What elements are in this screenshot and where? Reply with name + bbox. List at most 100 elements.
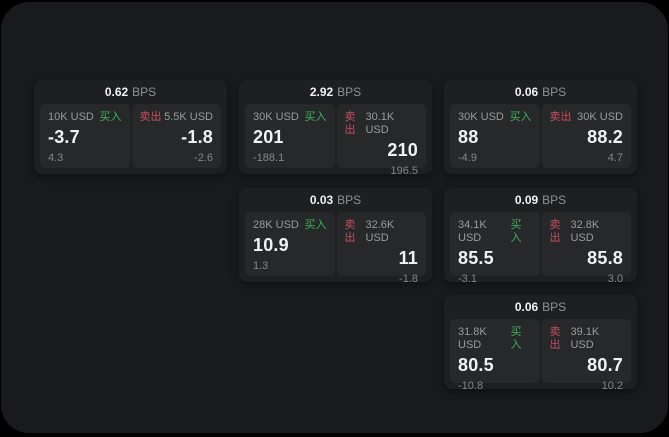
buy-label: 买入 bbox=[510, 219, 522, 244]
buy-price: 10.9 bbox=[253, 235, 289, 255]
buy-sell-panels: 30K USD 买入 201 -188.1 卖出 30.1K USD 210 1… bbox=[239, 104, 432, 177]
sell-panel[interactable]: 卖出 30.1K USD 210 196.5 bbox=[336, 104, 426, 177]
buy-sell-panels: 30K USD 买入 88 -4.9 卖出 30K USD 88.2 4.7 bbox=[444, 104, 637, 168]
sell-label: 卖出 bbox=[344, 111, 356, 136]
sell-sub-value: 10.2 bbox=[601, 380, 623, 392]
buy-sell-panels: 34.1K USD 买入 85.5 -3.1 卖出 32.8K USD 85.8… bbox=[444, 212, 637, 285]
bps-card-2: 2.92 BPS 30K USD 买入 201 -188.1 卖出 30.1K … bbox=[239, 80, 432, 177]
sell-panel-top: 卖出 30.1K USD bbox=[345, 111, 419, 137]
sell-price: 80.7 bbox=[587, 355, 623, 375]
card-header: 0.06 BPS bbox=[444, 80, 637, 104]
sell-price: 210 bbox=[387, 140, 418, 160]
bps-card-5: 0.09 BPS 34.1K USD 买入 85.5 -3.1 卖出 32.8K… bbox=[444, 188, 637, 285]
buy-panel-top: 28K USD 买入 bbox=[253, 219, 327, 232]
buy-panel-top: 34.1K USD 买入 bbox=[458, 219, 532, 245]
buy-sub-value: 4.3 bbox=[48, 152, 64, 164]
buy-sub-value: -188.1 bbox=[253, 152, 285, 164]
bps-value: 0.09 bbox=[514, 193, 539, 207]
buy-amount: 10K USD bbox=[48, 111, 94, 123]
sell-amount: 32.8K USD bbox=[570, 219, 600, 244]
sell-price: 85.8 bbox=[587, 248, 623, 268]
buy-panel[interactable]: 30K USD 买入 201 -188.1 bbox=[245, 104, 335, 168]
bps-value: 0.03 bbox=[309, 193, 334, 207]
sell-panel-top: 卖出 39.1K USD bbox=[550, 326, 624, 352]
buy-label: 买入 bbox=[99, 111, 122, 123]
buy-sell-panels: 31.8K USD 买入 80.5 -10.8 卖出 39.1K USD 80.… bbox=[444, 319, 637, 392]
sell-panel[interactable]: 卖出 32.6K USD 11 -1.8 bbox=[336, 212, 426, 285]
buy-price: 88 bbox=[458, 127, 479, 147]
sell-amount: 32.6K USD bbox=[365, 219, 395, 244]
sell-price: 88.2 bbox=[587, 127, 623, 147]
sell-sub-value: -2.6 bbox=[194, 152, 213, 164]
buy-sub-value: -10.8 bbox=[458, 380, 484, 392]
sell-price: -1.8 bbox=[181, 127, 213, 147]
card-header: 0.09 BPS bbox=[444, 188, 637, 212]
buy-panel[interactable]: 31.8K USD 买入 80.5 -10.8 bbox=[450, 319, 540, 392]
buy-sub-value: 1.3 bbox=[253, 260, 269, 272]
sell-amount: 30.1K USD bbox=[365, 111, 395, 136]
sell-panel-top: 卖出 32.8K USD bbox=[550, 219, 624, 245]
bps-unit: BPS bbox=[542, 300, 567, 314]
card-header: 2.92 BPS bbox=[239, 80, 432, 104]
sell-price: 11 bbox=[398, 248, 418, 268]
bps-value: 2.92 bbox=[309, 85, 334, 99]
buy-amount: 30K USD bbox=[253, 111, 299, 123]
sell-panel-top: 卖出 30K USD bbox=[550, 111, 624, 124]
buy-label: 买入 bbox=[510, 326, 522, 351]
buy-label: 买入 bbox=[304, 111, 327, 123]
buy-sub-value: -4.9 bbox=[458, 152, 477, 164]
sell-panel[interactable]: 卖出 32.8K USD 85.8 3.0 bbox=[541, 212, 631, 285]
buy-panel[interactable]: 28K USD 买入 10.9 1.3 bbox=[245, 212, 335, 276]
card-header: 0.03 BPS bbox=[239, 188, 432, 212]
buy-price: 201 bbox=[253, 127, 284, 147]
buy-amount: 34.1K USD bbox=[458, 219, 487, 244]
buy-label: 买入 bbox=[509, 111, 532, 123]
bps-unit: BPS bbox=[542, 85, 567, 99]
buy-amount: 30K USD bbox=[458, 111, 504, 123]
card-header: 0.62 BPS bbox=[34, 80, 227, 104]
sell-sub-value: 3.0 bbox=[607, 273, 623, 285]
sell-panel[interactable]: 卖出 39.1K USD 80.7 10.2 bbox=[541, 319, 631, 392]
buy-price: -3.7 bbox=[48, 127, 80, 147]
sell-panel-top: 卖出 5.5K USD bbox=[140, 111, 214, 124]
buy-sub-value: -3.1 bbox=[458, 273, 477, 285]
buy-panel-top: 30K USD 买入 bbox=[458, 111, 532, 124]
sell-label: 卖出 bbox=[139, 111, 162, 123]
bps-value: 0.06 bbox=[514, 300, 539, 314]
bps-unit: BPS bbox=[337, 193, 362, 207]
bps-unit: BPS bbox=[132, 85, 157, 99]
buy-sell-panels: 28K USD 买入 10.9 1.3 卖出 32.6K USD 11 -1.8 bbox=[239, 212, 432, 285]
bps-card-3: 0.06 BPS 30K USD 买入 88 -4.9 卖出 30K USD 8… bbox=[444, 80, 637, 174]
sell-amount: 5.5K USD bbox=[164, 111, 213, 123]
sell-amount: 39.1K USD bbox=[570, 326, 600, 351]
sell-label: 卖出 bbox=[549, 326, 561, 351]
buy-panel-top: 30K USD 买入 bbox=[253, 111, 327, 124]
buy-price: 85.5 bbox=[458, 248, 494, 268]
bps-unit: BPS bbox=[542, 193, 567, 207]
buy-panel[interactable]: 10K USD 买入 -3.7 4.3 bbox=[40, 104, 130, 168]
bps-card-1: 0.62 BPS 10K USD 买入 -3.7 4.3 卖出 5.5K USD… bbox=[34, 80, 227, 174]
sell-label: 卖出 bbox=[344, 219, 356, 244]
bps-card-6: 0.06 BPS 31.8K USD 买入 80.5 -10.8 卖出 39.1… bbox=[444, 295, 637, 392]
buy-label: 买入 bbox=[304, 219, 327, 231]
buy-panel-top: 31.8K USD 买入 bbox=[458, 326, 532, 352]
bps-value: 0.62 bbox=[104, 85, 129, 99]
sell-sub-value: -1.8 bbox=[399, 273, 418, 285]
bps-card-4: 0.03 BPS 28K USD 买入 10.9 1.3 卖出 32.6K US… bbox=[239, 188, 432, 285]
buy-panel[interactable]: 34.1K USD 买入 85.5 -3.1 bbox=[450, 212, 540, 285]
bps-unit: BPS bbox=[337, 85, 362, 99]
buy-amount: 28K USD bbox=[253, 219, 299, 231]
sell-panel-top: 卖出 32.6K USD bbox=[345, 219, 419, 245]
card-header: 0.06 BPS bbox=[444, 295, 637, 319]
sell-panel[interactable]: 卖出 5.5K USD -1.8 -2.6 bbox=[131, 104, 221, 168]
buy-panel[interactable]: 30K USD 买入 88 -4.9 bbox=[450, 104, 540, 168]
sell-label: 卖出 bbox=[549, 111, 572, 123]
buy-sell-panels: 10K USD 买入 -3.7 4.3 卖出 5.5K USD -1.8 -2.… bbox=[34, 104, 227, 168]
buy-price: 80.5 bbox=[458, 355, 494, 375]
sell-label: 卖出 bbox=[549, 219, 561, 244]
bps-value: 0.06 bbox=[514, 85, 539, 99]
sell-panel[interactable]: 卖出 30K USD 88.2 4.7 bbox=[541, 104, 631, 168]
sell-amount: 30K USD bbox=[577, 111, 623, 123]
buy-amount: 31.8K USD bbox=[458, 326, 487, 351]
